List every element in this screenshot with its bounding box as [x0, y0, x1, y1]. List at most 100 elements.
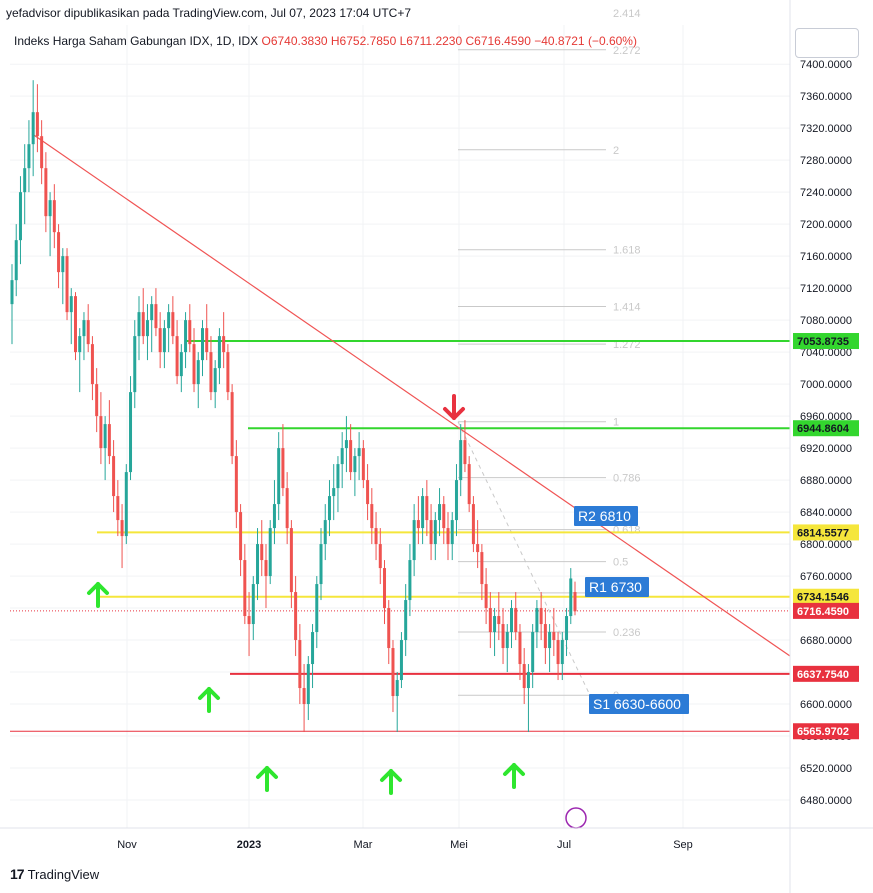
- candle-body: [260, 544, 264, 561]
- trendlines: [31, 133, 791, 657]
- candle-body: [23, 168, 27, 193]
- symbol-title[interactable]: Indeks Harga Saham Gabungan IDX, 1D, IDX: [14, 34, 259, 48]
- candle-body: [463, 440, 467, 465]
- candle-body: [285, 488, 289, 529]
- candle-body: [332, 488, 336, 497]
- candle-body: [552, 632, 556, 641]
- candle-body: [323, 520, 327, 545]
- candle-body: [129, 392, 133, 473]
- price-tick-label: 7120.0000: [800, 283, 852, 295]
- green-up-arrow-icon: [503, 763, 525, 789]
- candle-body: [86, 320, 90, 345]
- fib-label: 1.414: [613, 302, 641, 314]
- price-label-tag: 6944.8604: [793, 420, 859, 437]
- fib-label: 2: [613, 145, 619, 157]
- price-label-text: 6944.8604: [797, 423, 850, 435]
- time-tick-label: Mei: [450, 839, 468, 851]
- candle-body: [522, 664, 526, 689]
- candle-body: [18, 192, 22, 241]
- candle-body: [217, 336, 221, 369]
- candle-body: [298, 640, 302, 689]
- candle-body: [205, 328, 209, 353]
- candle-body: [446, 528, 450, 545]
- candle-body: [514, 608, 518, 633]
- price-tick-label: 6920.0000: [800, 443, 852, 455]
- price-axis[interactable]: 7400.0000 7360.0000 7320.0000 7280.0000 7240…: [789, 0, 852, 893]
- candle-body: [493, 616, 497, 633]
- price-tick-label: 7040.0000: [800, 347, 852, 359]
- candle-body: [90, 344, 94, 385]
- candle-body: [370, 504, 374, 529]
- price-tick-label: 6480.0000: [800, 795, 852, 807]
- fib-label: 1.272: [613, 339, 641, 351]
- change-value: −40.8721 (−0.60%): [534, 34, 637, 48]
- candle-body: [505, 632, 509, 649]
- level-annotation: R2 6810: [574, 506, 638, 526]
- descending-trendline: [31, 133, 791, 657]
- candle-body: [10, 280, 14, 305]
- candle-body: [573, 592, 577, 612]
- candle-body: [459, 440, 463, 481]
- candle-body: [429, 520, 433, 545]
- price-tick-label: 6880.0000: [800, 475, 852, 487]
- price-label-text: 6565.9702: [797, 726, 849, 738]
- price-tick-label: 6680.0000: [800, 635, 852, 647]
- price-label-tag: 6565.9702: [793, 723, 859, 740]
- candle-body: [234, 456, 238, 513]
- green-up-arrow-icon: [380, 769, 402, 795]
- candle-body: [116, 496, 120, 521]
- candle-body: [40, 136, 44, 169]
- chart-settings-button[interactable]: [795, 28, 859, 58]
- candle-body: [357, 448, 361, 457]
- candle-body: [35, 112, 39, 137]
- candle-body: [319, 544, 323, 585]
- candle-body: [361, 448, 365, 481]
- open-value: O6740.3830: [261, 34, 328, 48]
- fib-label: 2.414: [613, 8, 641, 20]
- candle-body: [408, 560, 412, 601]
- low-value: L6711.2230: [399, 34, 463, 48]
- candle-body: [281, 448, 285, 489]
- candle-body: [133, 336, 137, 393]
- candle-body: [535, 608, 539, 633]
- candle-body: [230, 392, 234, 457]
- price-label-text: 6716.4590: [797, 606, 849, 618]
- high-value: H6752.7850: [330, 34, 397, 48]
- level-annotation: R1 6730: [585, 577, 649, 597]
- time-tick-label: Sep: [673, 839, 693, 851]
- candle-body: [488, 608, 492, 633]
- time-tick-label: Mar: [354, 839, 373, 851]
- candle-body: [277, 448, 281, 505]
- candle-body: [425, 496, 429, 521]
- time-tick-label: Jul: [557, 839, 571, 851]
- candle-body: [404, 600, 408, 641]
- time-axis[interactable]: Nov 2023 Mar Mei Jul Sep: [0, 827, 873, 851]
- candle-body: [27, 144, 31, 169]
- price-label-tag: 7053.8735: [793, 333, 859, 350]
- candle-body: [192, 344, 196, 385]
- candle-body: [150, 304, 154, 321]
- candle-body: [526, 672, 530, 689]
- candle-body: [196, 360, 200, 385]
- candle-body: [387, 608, 391, 649]
- candle-body: [162, 328, 166, 353]
- price-label-text: 6637.7540: [797, 669, 849, 681]
- level-annotation: S1 6630-6600: [589, 694, 689, 714]
- fib-label: 2.272: [613, 45, 641, 57]
- fib-label: 0.618: [613, 525, 641, 537]
- candle-body: [247, 616, 251, 625]
- candle-body: [395, 680, 399, 697]
- fib-label: 1.618: [613, 245, 641, 257]
- candle-body: [167, 312, 171, 329]
- candle-body: [311, 632, 315, 665]
- fib-label: 0.786: [613, 473, 641, 485]
- candle-body: [340, 448, 344, 465]
- candle-body: [539, 608, 543, 625]
- candle-body: [239, 512, 243, 561]
- candle-body: [78, 336, 82, 353]
- price-tick-label: 7080.0000: [800, 315, 852, 327]
- candle-body: [103, 424, 107, 449]
- candle-body: [57, 232, 61, 273]
- candle-body: [112, 456, 116, 497]
